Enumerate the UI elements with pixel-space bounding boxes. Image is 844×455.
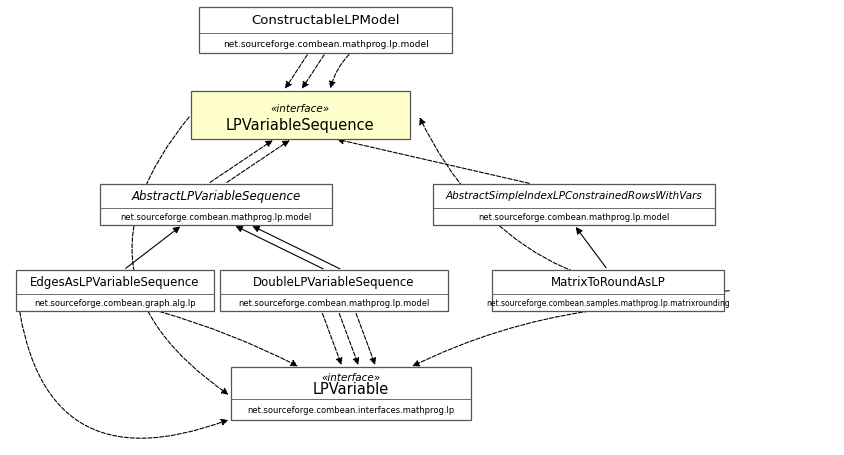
Text: EdgesAsLPVariableSequence: EdgesAsLPVariableSequence	[30, 275, 199, 288]
Text: LPVariableSequence: LPVariableSequence	[226, 117, 374, 132]
FancyBboxPatch shape	[491, 270, 722, 311]
Text: DoubleLPVariableSequence: DoubleLPVariableSequence	[253, 275, 414, 288]
Text: AbstractSimpleIndexLPConstrainedRowsWithVars: AbstractSimpleIndexLPConstrainedRowsWith…	[445, 191, 701, 201]
Text: net.sourceforge.combean.mathprog.lp.model: net.sourceforge.combean.mathprog.lp.mode…	[478, 212, 669, 222]
Text: net.sourceforge.combean.mathprog.lp.model: net.sourceforge.combean.mathprog.lp.mode…	[238, 298, 430, 308]
Text: «interface»: «interface»	[270, 103, 329, 113]
Text: net.sourceforge.combean.samples.mathprog.lp.matrixrounding: net.sourceforge.combean.samples.mathprog…	[485, 298, 729, 308]
FancyBboxPatch shape	[220, 270, 447, 311]
Text: LPVariable: LPVariable	[312, 381, 388, 396]
Text: ConstructableLPModel: ConstructableLPModel	[252, 15, 399, 27]
FancyBboxPatch shape	[199, 8, 452, 53]
FancyBboxPatch shape	[230, 368, 470, 420]
Text: net.sourceforge.combean.mathprog.lp.model: net.sourceforge.combean.mathprog.lp.mode…	[121, 212, 311, 222]
Text: net.sourceforge.combean.interfaces.mathprog.lp: net.sourceforge.combean.interfaces.mathp…	[247, 405, 454, 414]
Text: AbstractLPVariableSequence: AbstractLPVariableSequence	[132, 189, 300, 202]
Text: MatrixToRoundAsLP: MatrixToRoundAsLP	[549, 275, 664, 288]
Text: net.sourceforge.combean.graph.alg.lp: net.sourceforge.combean.graph.alg.lp	[35, 298, 196, 308]
FancyBboxPatch shape	[191, 92, 409, 139]
Text: «interface»: «interface»	[321, 372, 380, 382]
Text: net.sourceforge.combean.mathprog.lp.model: net.sourceforge.combean.mathprog.lp.mode…	[223, 40, 428, 49]
FancyBboxPatch shape	[100, 185, 332, 225]
FancyBboxPatch shape	[16, 270, 214, 311]
FancyBboxPatch shape	[432, 185, 714, 225]
